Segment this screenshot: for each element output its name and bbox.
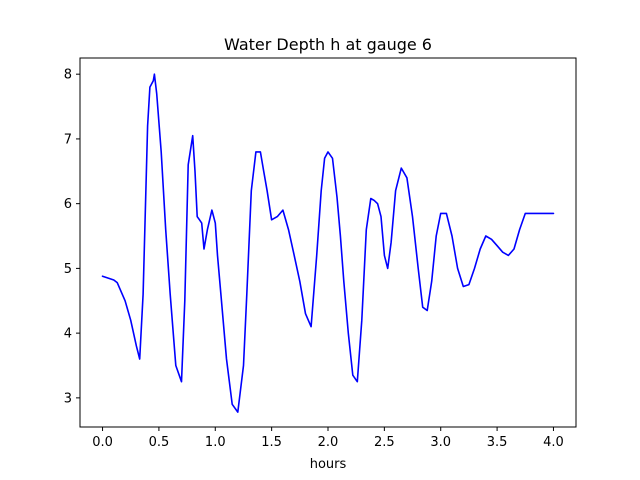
plot-area bbox=[80, 58, 576, 427]
y-tick-label: 6 bbox=[64, 197, 72, 212]
x-tick-label: 1.5 bbox=[261, 435, 282, 450]
x-tick-label: 0.5 bbox=[149, 435, 170, 450]
y-tick-label: 5 bbox=[64, 262, 72, 277]
x-tick-label: 3.5 bbox=[487, 435, 508, 450]
x-axis-ticks: 0.0 0.5 1.0 1.5 2.0 2.5 3.0 3.5 4.0 bbox=[92, 427, 564, 450]
y-tick-label: 7 bbox=[64, 132, 72, 147]
x-tick-label: 3.0 bbox=[430, 435, 451, 450]
y-axis-ticks: 3 4 5 6 7 8 bbox=[64, 68, 80, 406]
x-tick-label: 1.0 bbox=[205, 435, 226, 450]
chart-title: Water Depth h at gauge 6 bbox=[224, 35, 432, 54]
x-tick-label: 4.0 bbox=[543, 435, 564, 450]
x-tick-label: 2.5 bbox=[374, 435, 395, 450]
x-tick-label: 2.0 bbox=[318, 435, 339, 450]
y-tick-label: 8 bbox=[64, 68, 72, 83]
x-tick-label: 0.0 bbox=[92, 435, 113, 450]
series-line bbox=[101, 73, 555, 413]
y-tick-label: 4 bbox=[64, 327, 72, 342]
plot-frame bbox=[79, 57, 577, 428]
y-tick-label: 3 bbox=[64, 391, 72, 406]
x-axis-label: hours bbox=[310, 457, 347, 472]
